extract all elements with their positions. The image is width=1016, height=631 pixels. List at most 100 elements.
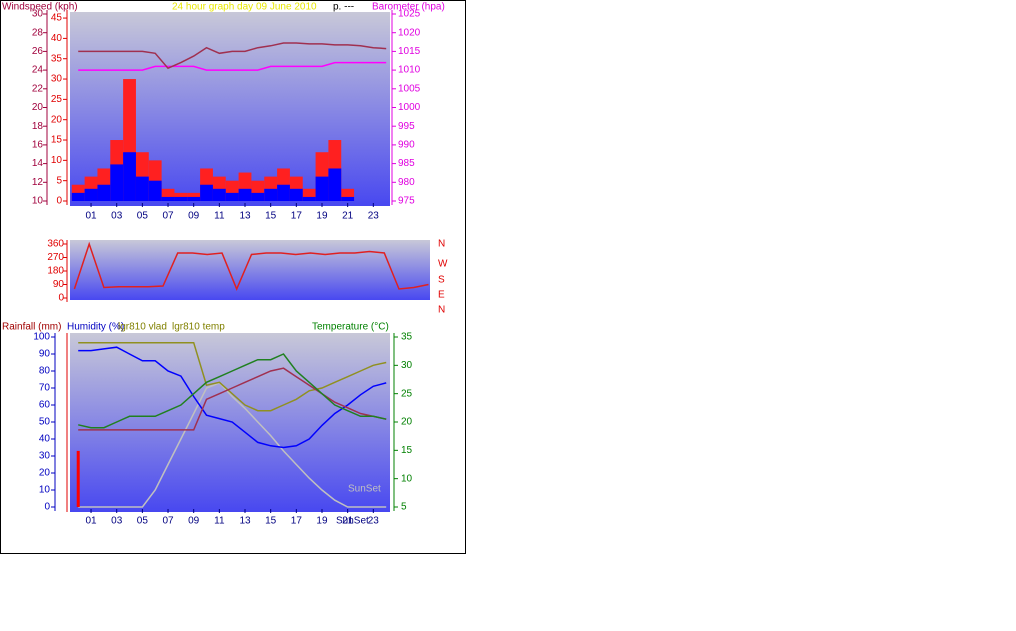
bar: [148, 180, 162, 201]
y-tick-label: 20: [39, 468, 51, 479]
y-tick-label: 1000: [398, 102, 421, 113]
y-tick-label: 360: [47, 239, 64, 250]
series-line: [73, 241, 429, 291]
bar: [110, 164, 124, 201]
x-tick-label: 21: [342, 516, 354, 527]
y-tick-label: 985: [398, 158, 415, 169]
y-tick-label: 30: [401, 360, 413, 371]
bar: [187, 196, 201, 201]
y-tick-label: 35: [51, 53, 63, 64]
x-tick-label: 13: [239, 516, 251, 527]
bar: [302, 196, 316, 201]
x-tick-label: 07: [162, 211, 174, 222]
y-tick-label: 25: [51, 94, 63, 105]
axis-title: Windspeed (kph): [2, 2, 78, 13]
axis-title: p. ---: [333, 2, 354, 13]
series-line: [78, 353, 387, 429]
y-tick-label: 25: [401, 388, 413, 399]
x-tick-label: 17: [291, 211, 303, 222]
x-tick-label: 17: [291, 516, 303, 527]
x-tick-label: 11: [214, 516, 225, 527]
y-tick-label: 22: [32, 83, 44, 94]
y-tick-label: 18: [32, 121, 44, 132]
series-line: [78, 367, 387, 431]
series-line: [78, 346, 387, 449]
y-tick-label: 980: [398, 177, 415, 188]
annotation: SunSet: [348, 484, 381, 495]
plot-area: [70, 240, 430, 300]
x-tick-label: 01: [85, 516, 97, 527]
axis-title: Rainfall (mm): [2, 322, 61, 333]
y-tick-label: 10: [39, 485, 51, 496]
bar: [84, 188, 98, 201]
x-tick-label: 05: [137, 516, 149, 527]
series-line: [78, 42, 387, 70]
bar: [135, 176, 149, 201]
y-tick-label: 270: [47, 252, 64, 263]
y-tick-label: 20: [51, 114, 63, 125]
y-tick-label: 26: [32, 46, 44, 57]
x-tick-label: 05: [137, 211, 149, 222]
bar: [161, 196, 175, 201]
x-tick-label: 23: [368, 516, 380, 527]
y-tick-label: 1010: [398, 65, 421, 76]
y-tick-label: 90: [39, 349, 51, 360]
x-tick-label: 09: [188, 516, 200, 527]
x-tick-label: 15: [265, 516, 277, 527]
y-tick-label: 50: [39, 417, 51, 428]
x-tick-label: 19: [316, 516, 328, 527]
x-tick-label: 03: [111, 211, 123, 222]
y-tick-label: 30: [39, 451, 51, 462]
bar: [97, 184, 111, 201]
y-tick-label: 10: [51, 155, 63, 166]
y-tick-label: 995: [398, 121, 415, 132]
y-tick-label: 16: [32, 140, 44, 151]
annotation: SunSet: [336, 516, 369, 527]
bar: [289, 188, 303, 201]
y-tick-label: 5: [56, 175, 62, 186]
y-tick-label: 0: [44, 502, 50, 513]
y-tick-label: 1015: [398, 46, 421, 57]
axis-title: Humidity (%): [67, 322, 124, 333]
y-tick-label: 12: [32, 177, 44, 188]
y-tick-label: 1025: [398, 9, 421, 20]
series-line: [78, 341, 387, 412]
x-tick-label: 19: [316, 211, 328, 222]
y-tick-label: 24: [32, 65, 44, 76]
bar: [238, 188, 252, 201]
direction-label: S: [438, 275, 445, 286]
y-tick-label: 975: [398, 196, 415, 207]
x-tick-label: 01: [85, 211, 97, 222]
y-tick-label: 80: [39, 366, 51, 377]
bar: [76, 450, 80, 507]
axis-title: 24 hour graph day 09 June 2010: [172, 2, 317, 13]
plot-area: [70, 333, 390, 512]
y-tick-label: 90: [53, 279, 65, 290]
y-tick-label: 1005: [398, 83, 421, 94]
bar: [341, 196, 355, 201]
y-tick-label: 15: [51, 135, 63, 146]
x-tick-label: 21: [342, 211, 354, 222]
y-tick-label: 10: [32, 196, 44, 207]
y-tick-label: 0: [58, 293, 64, 304]
y-tick-label: 14: [32, 158, 44, 169]
y-tick-label: 70: [39, 383, 51, 394]
y-tick-label: 45: [51, 13, 63, 24]
direction-label: N: [438, 305, 445, 316]
bar: [123, 152, 136, 201]
y-tick-label: 100: [33, 332, 50, 343]
series-line: [78, 382, 387, 508]
y-tick-label: 20: [32, 102, 44, 113]
bar: [315, 176, 329, 201]
axis-title: lgr810 vlad: [118, 322, 167, 333]
y-tick-label: 30: [32, 9, 44, 20]
bar: [277, 184, 290, 201]
y-tick-label: 180: [47, 266, 64, 277]
y-tick-label: 5: [401, 502, 407, 513]
bar: [200, 184, 213, 201]
bar: [264, 188, 278, 201]
axis-title: Barometer (hpa): [372, 2, 445, 13]
x-tick-label: 11: [214, 211, 225, 222]
